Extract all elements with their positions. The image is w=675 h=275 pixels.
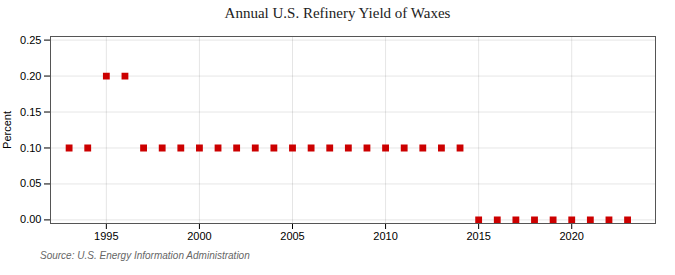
svg-text:2020: 2020: [559, 230, 583, 242]
svg-text:2000: 2000: [187, 230, 211, 242]
svg-text:0.15: 0.15: [20, 106, 41, 118]
svg-text:2015: 2015: [466, 230, 490, 242]
html-text:Annual U.S. Refinery Yield of: Annual U.S. Refinery Yield of Waxes: [224, 5, 451, 21]
svg-text:1995: 1995: [94, 230, 118, 242]
svg-text:0.05: 0.05: [20, 177, 41, 189]
svg-text:2010: 2010: [373, 230, 397, 242]
svg-text:0.20: 0.20: [20, 70, 41, 82]
svg-text:0.10: 0.10: [20, 142, 41, 154]
svg-text:0.00: 0.00: [20, 213, 41, 225]
svg-text:0.25: 0.25: [20, 34, 41, 46]
svg-text:Percent: Percent: [1, 111, 13, 149]
svg-text:2005: 2005: [280, 230, 304, 242]
html-text:Source: U.S. Energy Informatio: Source: U.S. Energy Information Administ…: [40, 250, 250, 261]
